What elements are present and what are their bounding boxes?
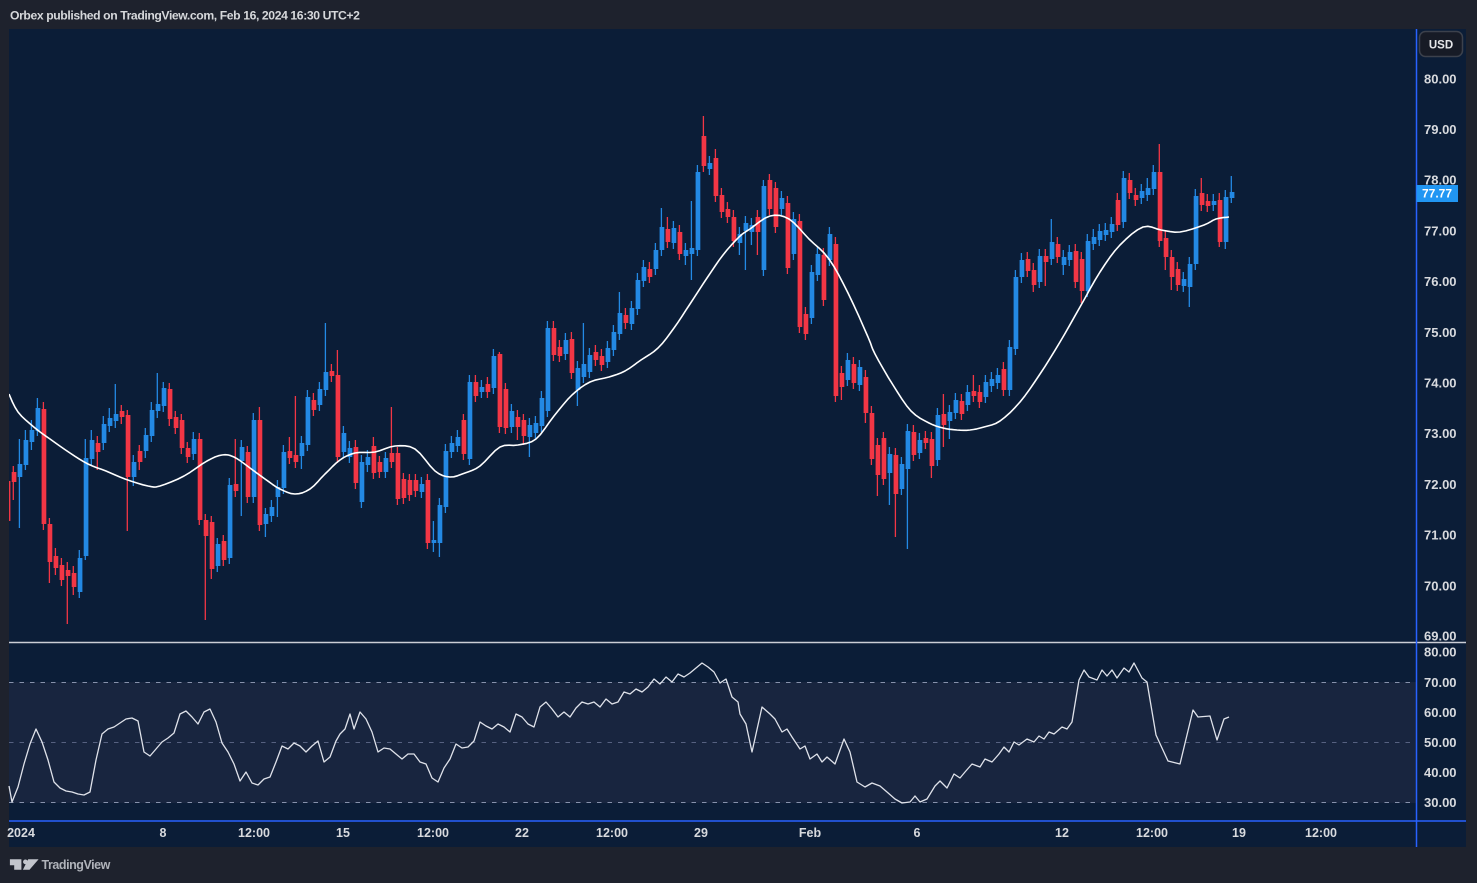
svg-text:Feb: Feb bbox=[799, 826, 822, 840]
svg-text:Orbex published on TradingView: Orbex published on TradingView.com, Feb … bbox=[10, 9, 360, 23]
svg-text:12:00: 12:00 bbox=[238, 826, 270, 840]
svg-text:60.00: 60.00 bbox=[1424, 705, 1457, 720]
svg-text:78.00: 78.00 bbox=[1424, 173, 1457, 188]
svg-text:15: 15 bbox=[336, 826, 350, 840]
svg-text:80.00: 80.00 bbox=[1424, 71, 1457, 86]
svg-text:12:00: 12:00 bbox=[1305, 826, 1337, 840]
svg-text:50.00: 50.00 bbox=[1424, 735, 1457, 750]
svg-text:12:00: 12:00 bbox=[417, 826, 449, 840]
svg-text:75.00: 75.00 bbox=[1424, 325, 1457, 340]
svg-text:80.00: 80.00 bbox=[1424, 644, 1457, 659]
svg-text:22: 22 bbox=[515, 826, 529, 840]
svg-text:71.00: 71.00 bbox=[1424, 528, 1457, 543]
svg-text:79.00: 79.00 bbox=[1424, 122, 1457, 137]
svg-text:40.00: 40.00 bbox=[1424, 765, 1457, 780]
svg-text:30.00: 30.00 bbox=[1424, 795, 1457, 810]
svg-text:12: 12 bbox=[1055, 826, 1069, 840]
svg-text:72.00: 72.00 bbox=[1424, 477, 1457, 492]
svg-text:12:00: 12:00 bbox=[1136, 826, 1168, 840]
svg-text:70.00: 70.00 bbox=[1424, 675, 1457, 690]
svg-text:77.77: 77.77 bbox=[1422, 187, 1452, 201]
svg-text:8: 8 bbox=[160, 826, 167, 840]
svg-text:12:00: 12:00 bbox=[596, 826, 628, 840]
svg-text:69.00: 69.00 bbox=[1424, 628, 1457, 643]
svg-text:74.00: 74.00 bbox=[1424, 376, 1457, 391]
svg-text:76.00: 76.00 bbox=[1424, 274, 1457, 289]
svg-text:USD: USD bbox=[1429, 40, 1453, 52]
svg-text:70.00: 70.00 bbox=[1424, 578, 1457, 593]
svg-text:29: 29 bbox=[694, 826, 708, 840]
svg-text:73.00: 73.00 bbox=[1424, 426, 1457, 441]
svg-text:TradingView: TradingView bbox=[42, 858, 111, 872]
svg-text:6: 6 bbox=[914, 826, 921, 840]
svg-text:2024: 2024 bbox=[7, 826, 35, 840]
svg-text:77.00: 77.00 bbox=[1424, 223, 1457, 238]
svg-text:19: 19 bbox=[1232, 826, 1246, 840]
